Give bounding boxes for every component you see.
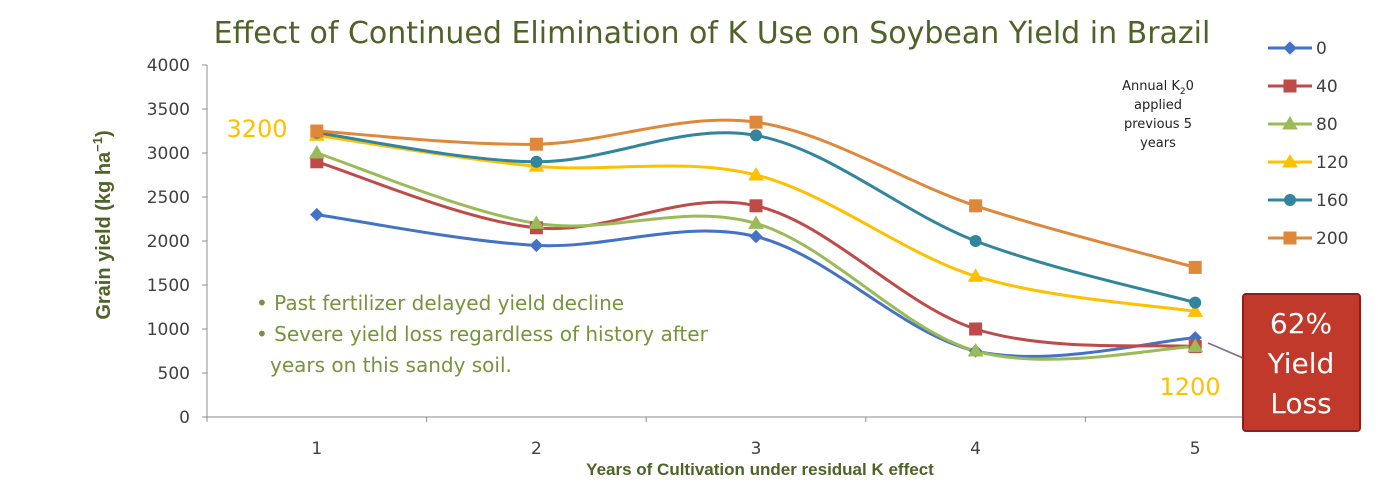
start-value-callout: 3200 bbox=[226, 115, 287, 143]
legend-label-80: 80 bbox=[1316, 115, 1338, 135]
x-tick-label: 1 bbox=[311, 439, 322, 459]
y-tick-label: 4000 bbox=[147, 56, 190, 76]
data-point-120 bbox=[1187, 303, 1204, 317]
yield-loss-box: 62% Yield Loss bbox=[1242, 293, 1361, 432]
data-point-160 bbox=[969, 235, 982, 247]
series-markers bbox=[308, 115, 1204, 358]
svg-text:Annual K20: Annual K20 bbox=[1122, 79, 1194, 97]
data-point-80 bbox=[967, 343, 984, 357]
legend-marker-160 bbox=[1284, 194, 1296, 206]
data-point-200 bbox=[310, 124, 324, 138]
legend-note-line4: years bbox=[1140, 136, 1176, 151]
yield-loss-word-yield: Yield bbox=[1267, 347, 1335, 380]
legend-note-prefix: Annual K bbox=[1122, 79, 1180, 94]
data-point-80 bbox=[528, 215, 545, 229]
data-point-200 bbox=[529, 137, 543, 151]
data-point-160 bbox=[530, 155, 543, 168]
loss-connector bbox=[1207, 342, 1244, 359]
y-tick-label: 3500 bbox=[147, 100, 190, 120]
bullet-notes: • Past fertilizer delayed yield decline … bbox=[256, 291, 709, 377]
series-line-40 bbox=[316, 160, 1196, 349]
x-tick-label: 2 bbox=[531, 439, 542, 459]
yield-loss-box-shape bbox=[1242, 293, 1361, 432]
x-axis-title: Years of Cultivation under residual K ef… bbox=[586, 460, 934, 479]
x-ticks: 1 2 3 4 5 bbox=[206, 417, 1306, 459]
legend-label-120: 120 bbox=[1316, 153, 1348, 173]
y-axis-label-superscript: −1 bbox=[90, 137, 105, 152]
data-point-160 bbox=[1189, 296, 1202, 309]
x-tick-label: 5 bbox=[1190, 439, 1201, 459]
legend-note-line2: applied bbox=[1134, 98, 1182, 113]
y-ticks: 0 500 1000 1500 2000 2500 3000 3500 4000 bbox=[147, 56, 207, 428]
legend-marker-40 bbox=[1283, 79, 1297, 93]
legend-marker-200 bbox=[1283, 231, 1297, 245]
data-point-80 bbox=[308, 145, 325, 159]
svg-text:Grain yield (kg ha−1): Grain yield (kg ha−1) bbox=[90, 130, 115, 319]
legend-note: Annual K20 applied previous 5 years bbox=[1122, 79, 1194, 151]
y-tick-label: 1000 bbox=[147, 320, 190, 340]
end-value-callout: 1200 bbox=[1159, 373, 1220, 401]
data-point-120 bbox=[967, 268, 984, 282]
legend-note-suffix: 0 bbox=[1186, 79, 1194, 94]
x-tick-label: 4 bbox=[970, 439, 981, 459]
data-point-80 bbox=[1187, 338, 1204, 353]
legend-marker-80 bbox=[1282, 116, 1298, 130]
data-point-0 bbox=[749, 229, 763, 244]
legend-label-0: 0 bbox=[1316, 39, 1327, 59]
y-tick-label: 3000 bbox=[147, 144, 190, 164]
yield-loss-percent: 62% bbox=[1270, 307, 1332, 340]
data-point-200 bbox=[969, 199, 983, 213]
bullet-line-1: • Past fertilizer delayed yield decline bbox=[256, 291, 624, 315]
legend-label-40: 40 bbox=[1316, 77, 1338, 97]
bullet-line-3: years on this sandy soil. bbox=[270, 353, 512, 377]
data-point-80 bbox=[748, 215, 764, 229]
data-point-160 bbox=[750, 129, 762, 142]
y-tick-label: 0 bbox=[179, 408, 190, 428]
y-tick-label: 1500 bbox=[147, 276, 190, 296]
bullet-line-2: • Severe yield loss regardless of histor… bbox=[256, 322, 709, 346]
y-tick-label: 500 bbox=[158, 364, 190, 384]
y-axis-label-close: ) bbox=[93, 130, 115, 137]
legend-marker-120 bbox=[1282, 154, 1298, 168]
data-point-200 bbox=[1188, 260, 1202, 274]
data-point-0 bbox=[529, 238, 544, 253]
legend-note-sub: 2 bbox=[1180, 87, 1186, 97]
yield-loss-word-loss: Loss bbox=[1270, 387, 1331, 420]
data-point-200 bbox=[749, 115, 763, 129]
data-point-0 bbox=[310, 207, 324, 222]
y-axis-title: Grain yield (kg ha−1) bbox=[90, 130, 115, 319]
y-tick-label: 2000 bbox=[147, 232, 190, 252]
chart-title: Effect of Continued Elimination of K Use… bbox=[214, 16, 1211, 51]
legend-label-200: 200 bbox=[1316, 229, 1348, 249]
legend-marker-0 bbox=[1283, 41, 1297, 55]
legend-note-line3: previous 5 bbox=[1124, 117, 1192, 132]
y-axis-label: Grain yield (kg ha bbox=[93, 151, 115, 320]
legend-label-160: 160 bbox=[1316, 191, 1348, 211]
data-point-40 bbox=[969, 322, 983, 336]
data-point-40 bbox=[749, 199, 763, 213]
y-tick-label: 2500 bbox=[147, 188, 190, 208]
legend: 0 40 80 120 160 200 bbox=[1268, 39, 1348, 249]
data-point-120 bbox=[748, 167, 764, 181]
series-line-200 bbox=[316, 118, 1196, 269]
x-tick-label: 3 bbox=[751, 439, 762, 459]
